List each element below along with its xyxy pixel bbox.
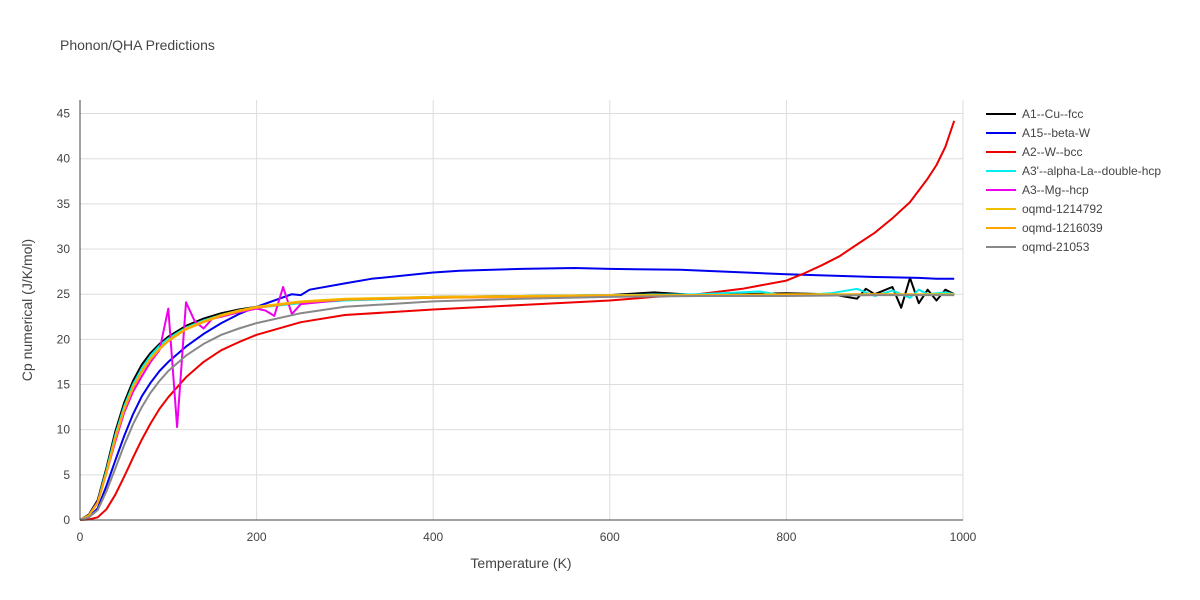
legend-label: oqmd-21053 <box>1022 240 1090 254</box>
y-tick-label: 40 <box>57 152 71 166</box>
legend-item[interactable]: A2--W--bcc <box>986 145 1082 159</box>
y-tick-label: 15 <box>57 378 71 392</box>
series-line <box>79 267 955 521</box>
y-tick-label: 35 <box>57 197 71 211</box>
legend-item[interactable]: oqmd-1214792 <box>986 202 1103 216</box>
grid-layer <box>80 100 964 520</box>
series-line <box>79 120 956 521</box>
x-axis-title: Temperature (K) <box>470 555 571 571</box>
y-tick-label: 5 <box>63 468 70 482</box>
x-tick-label: 0 <box>77 530 84 544</box>
chart-title: Phonon/QHA Predictions <box>60 37 215 53</box>
y-tick-label: 30 <box>57 242 71 256</box>
y-tick-label: 0 <box>63 513 70 527</box>
x-tick-label: 200 <box>247 530 267 544</box>
legend-label: oqmd-1216039 <box>1022 221 1103 235</box>
legend-label: A1--Cu--fcc <box>1022 107 1083 121</box>
x-tick-label: 400 <box>423 530 443 544</box>
legend-label: A2--W--bcc <box>1022 145 1082 159</box>
y-axis-title: Cp numerical (J/K/mol) <box>19 239 35 381</box>
legend-item[interactable]: A1--Cu--fcc <box>986 107 1083 121</box>
x-tick-label: 1000 <box>950 530 977 544</box>
y-tick-labels: 0 5 10 15 20 25 30 35 40 45 <box>57 107 71 527</box>
y-tick-label: 10 <box>57 423 71 437</box>
legend-item[interactable]: A3'--alpha-La--double-hcp <box>986 164 1161 178</box>
legend-label: oqmd-1214792 <box>1022 202 1103 216</box>
x-tick-label: 800 <box>776 530 796 544</box>
x-tick-labels: 0 200 400 600 800 1000 <box>77 530 977 544</box>
legend-label: A3'--alpha-La--double-hcp <box>1022 164 1161 178</box>
legend-item[interactable]: A3--Mg--hcp <box>986 183 1089 197</box>
legend-item[interactable]: oqmd-1216039 <box>986 221 1103 235</box>
y-tick-label: 25 <box>57 287 71 301</box>
x-tick-label: 600 <box>600 530 620 544</box>
legend-item[interactable]: A15--beta-W <box>986 126 1091 140</box>
series-line <box>79 293 955 521</box>
series-line <box>79 293 955 521</box>
legend-item[interactable]: oqmd-21053 <box>986 240 1090 254</box>
series-line <box>79 287 955 521</box>
series-line <box>79 276 955 521</box>
y-tick-label: 20 <box>57 332 71 346</box>
series-layer <box>79 120 956 521</box>
y-tick-label: 45 <box>57 107 71 121</box>
legend-label: A15--beta-W <box>1022 126 1091 140</box>
legend-label: A3--Mg--hcp <box>1022 183 1089 197</box>
series-line <box>79 286 610 521</box>
legend[interactable]: A1--Cu--fcc A15--beta-W A2--W--bcc A3'--alp… <box>986 107 1161 254</box>
series-line <box>79 294 955 521</box>
